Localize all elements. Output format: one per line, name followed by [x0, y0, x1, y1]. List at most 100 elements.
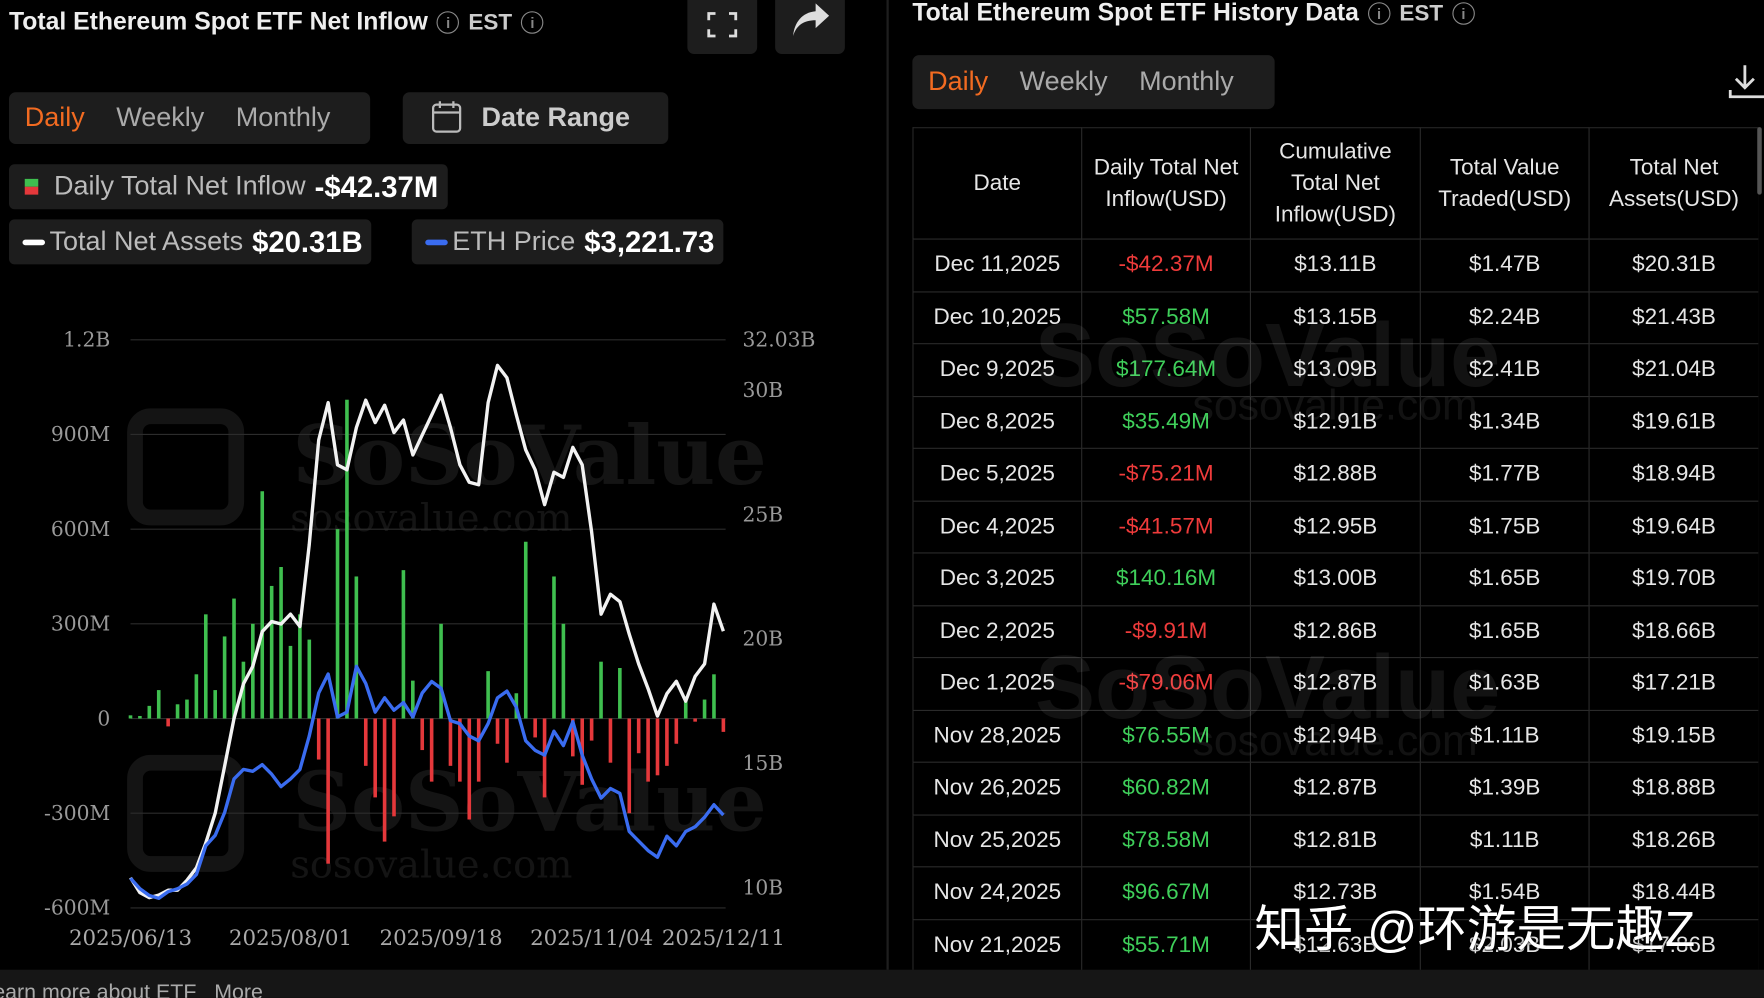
tab-group: Daily Weekly Monthly — [912, 55, 1275, 110]
tab[interactable]: Monthly — [1139, 66, 1234, 97]
legend-value: -$42.37M — [314, 169, 439, 204]
y-tick-label: 300M — [51, 612, 110, 636]
table-cell: Nov 28,2025 — [912, 709, 1083, 763]
fullscreen-icon — [707, 12, 738, 38]
bar — [618, 668, 622, 719]
bar — [203, 614, 208, 719]
table-row: Nov 21,2025 $55.71M $12.63B $2.03B $17.86B — [912, 918, 1759, 970]
table-row: Nov 25,2025 $78.58M $12.81B $1.11B $18.26B — [912, 813, 1759, 868]
table-cell: Dec 4,2025 — [912, 500, 1083, 554]
info-icon[interactable]: i — [521, 11, 544, 34]
panel-title: Total Ethereum Spot ETF Net Inflow — [9, 6, 428, 35]
y2-tick-label: 10B — [743, 875, 784, 899]
share-button[interactable] — [775, 0, 845, 54]
column-header[interactable]: Daily Total Net Inflow(USD) — [1081, 127, 1251, 240]
watermark: sosovalue.com — [290, 843, 572, 888]
table-cell: $13.00B — [1249, 552, 1421, 606]
legend-item[interactable]: Daily Total Net Inflow -$42.37M — [9, 164, 448, 210]
bar — [288, 645, 293, 719]
table-cell: $1.63B — [1419, 657, 1590, 711]
bar — [458, 718, 462, 782]
scrollbar[interactable] — [1757, 127, 1762, 195]
table-cell: $1.65B — [1419, 552, 1590, 606]
tab[interactable]: Weekly — [116, 102, 205, 133]
date-range-button[interactable]: Date Range — [402, 92, 669, 144]
table-cell: $1.11B — [1419, 813, 1590, 868]
line — [129, 664, 725, 900]
table-cell: $1.65B — [1419, 604, 1590, 659]
table-cell: $19.64B — [1588, 500, 1759, 554]
table-cell: $18.44B — [1588, 866, 1759, 920]
legend-name: Daily Total Net Inflow — [54, 171, 306, 202]
bar — [335, 529, 340, 719]
bar — [665, 718, 669, 766]
fullscreen-button[interactable] — [687, 0, 758, 54]
table-cell: Dec 2,2025 — [912, 604, 1083, 659]
bar — [269, 585, 274, 719]
info-icon[interactable]: i — [1367, 2, 1391, 25]
bar — [147, 705, 152, 719]
bar — [599, 661, 603, 719]
footer-link[interactable]: earn more about ETF More — [0, 981, 263, 998]
bar — [683, 696, 688, 719]
bar — [693, 718, 697, 722]
column-header[interactable]: Total Value Traded(USD) — [1419, 127, 1590, 240]
bar — [194, 674, 199, 719]
column-header[interactable]: Date — [912, 127, 1083, 240]
legend-item[interactable]: Total Net Assets $20.31B — [9, 219, 372, 265]
bar — [702, 699, 707, 719]
bar — [185, 699, 189, 719]
bar — [429, 718, 434, 782]
bar — [222, 636, 227, 719]
tab[interactable]: Daily — [928, 66, 989, 97]
x-tick-label: 2025/11/04 — [530, 926, 653, 951]
bar — [589, 718, 594, 741]
table-cell: $12.95B — [1249, 500, 1421, 554]
bar — [420, 718, 425, 751]
watermark: sosovalue.com — [1192, 382, 1478, 430]
table-cell: $19.15B — [1588, 709, 1759, 763]
table-cell: $13.11B — [1249, 238, 1421, 292]
column-header[interactable]: Cumulative Total Net Inflow(USD) — [1249, 127, 1421, 240]
table-cell: $13.15B — [1249, 290, 1421, 345]
bar — [476, 718, 481, 782]
table-cell: $1.47B — [1419, 238, 1590, 292]
bar — [561, 623, 566, 719]
bar — [448, 718, 453, 766]
table-cell: $76.55M — [1081, 709, 1251, 763]
timezone[interactable]: EST — [1399, 1, 1444, 26]
info-icon[interactable]: i — [1452, 2, 1475, 25]
bar — [533, 718, 537, 738]
watermark: sosovalue.com — [290, 496, 572, 541]
date-range-label: Date Range — [481, 102, 631, 133]
legend-item[interactable]: ETH Price $3,221.73 — [411, 219, 724, 265]
tab[interactable]: Weekly — [1019, 66, 1108, 97]
download-button[interactable] — [1726, 61, 1764, 102]
table-cell: $1.39B — [1419, 761, 1590, 816]
table-cell: Nov 26,2025 — [912, 761, 1083, 816]
bar — [175, 704, 180, 719]
table-cell: $140.16M — [1081, 552, 1251, 606]
bar — [156, 690, 161, 719]
table-cell: $12.81B — [1249, 813, 1421, 868]
tab[interactable]: Daily — [24, 102, 85, 133]
table-row: Dec 2,2025 -$9.91M $12.86B $1.65B $18.66B — [912, 604, 1759, 659]
table-row: Nov 24,2025 $96.67M $12.73B $1.54B $18.44B — [912, 866, 1759, 920]
overlay-watermark: 知乎 @环游是无趣Z — [1254, 902, 1696, 958]
table-cell: $18.88B — [1588, 761, 1759, 816]
bar — [345, 399, 349, 719]
table-cell: $1.77B — [1419, 447, 1590, 502]
history-table: Date Daily Total Net Inflow(USD) Cumulativ… — [912, 127, 1759, 970]
y-tick-label: 1.2B — [63, 328, 110, 352]
table-cell: Nov 25,2025 — [912, 813, 1083, 868]
table-cell: $35.49M — [1081, 395, 1251, 449]
table-cell: -$75.21M — [1081, 447, 1251, 502]
table-cell: Dec 10,2025 — [912, 290, 1083, 345]
tab[interactable]: Monthly — [235, 102, 331, 133]
column-header[interactable]: Total Net Assets(USD) — [1588, 127, 1759, 240]
bar — [571, 718, 575, 757]
legend-value: $20.31B — [252, 224, 363, 259]
info-icon[interactable]: i — [436, 11, 460, 34]
table-cell: $12.73B — [1249, 866, 1421, 920]
timezone[interactable]: EST — [468, 10, 513, 35]
